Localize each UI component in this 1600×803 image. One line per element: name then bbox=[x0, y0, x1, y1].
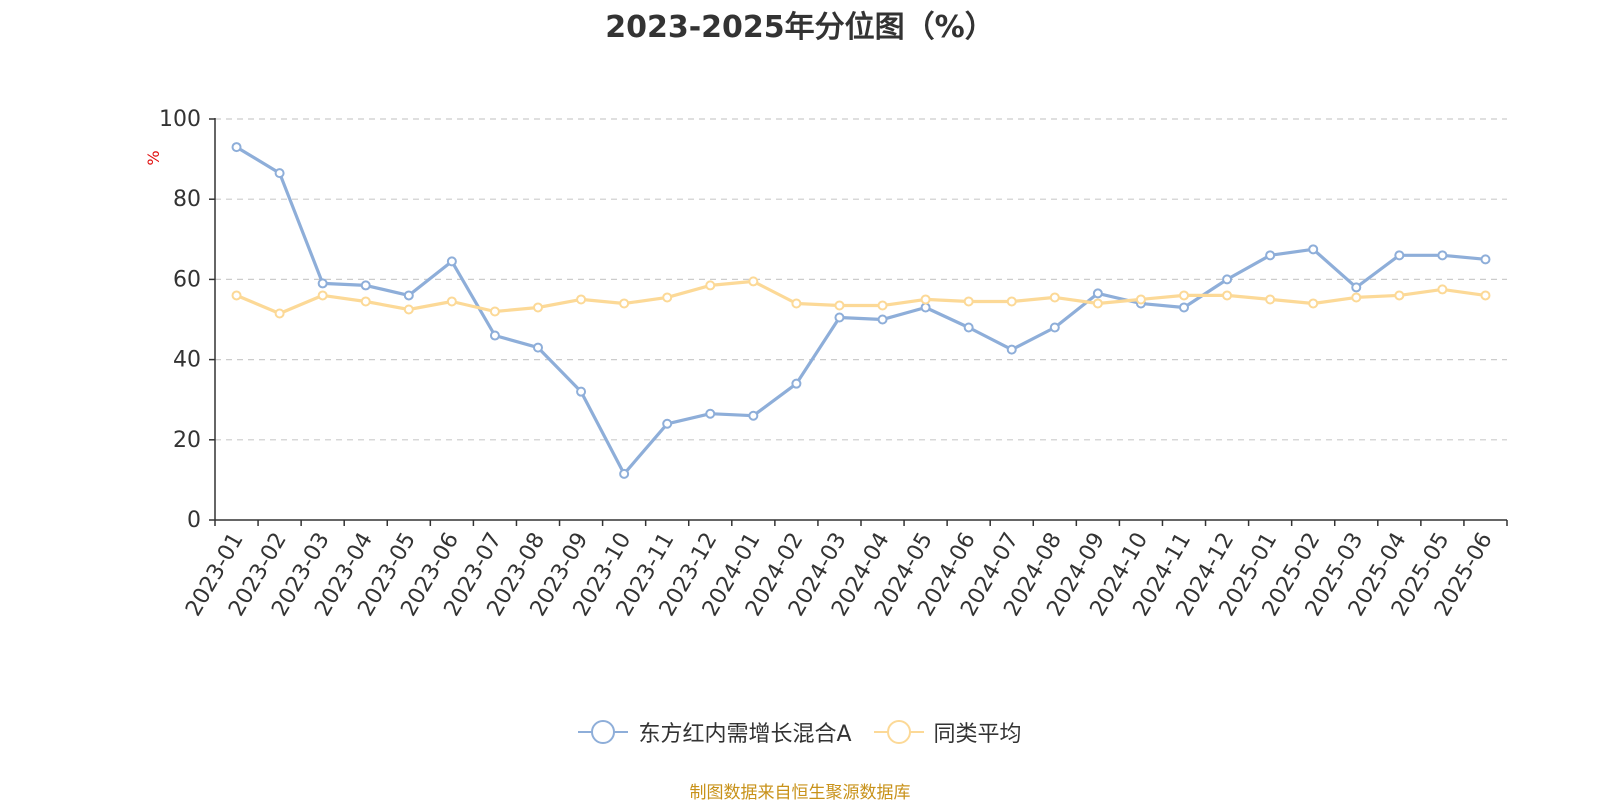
data-point bbox=[920, 294, 931, 305]
data-point bbox=[1222, 274, 1233, 285]
data-point bbox=[231, 290, 242, 301]
data-point bbox=[1265, 250, 1276, 261]
data-point bbox=[1006, 344, 1017, 355]
data-point bbox=[1437, 284, 1448, 295]
data-point bbox=[231, 142, 242, 153]
data-point bbox=[1092, 288, 1103, 299]
series bbox=[231, 142, 1491, 479]
data-point bbox=[1308, 244, 1319, 255]
data-point bbox=[360, 296, 371, 307]
y-tick-label: 60 bbox=[173, 267, 201, 292]
data-point bbox=[1308, 298, 1319, 309]
data-point bbox=[1265, 294, 1276, 305]
series-line bbox=[235, 279, 1486, 316]
data-point bbox=[403, 290, 414, 301]
legend-item[interactable]: 东方红内需增长混合A bbox=[578, 716, 852, 748]
data-point bbox=[791, 378, 802, 389]
chart-title: 2023-2025年分位图（%） bbox=[605, 10, 995, 45]
legend-marker bbox=[578, 719, 629, 745]
legend-label: 东方红内需增长混合A bbox=[638, 722, 852, 747]
legend-label: 同类平均 bbox=[933, 722, 1022, 747]
y-tick-label: 100 bbox=[159, 107, 201, 132]
data-point bbox=[1092, 298, 1103, 309]
data-point bbox=[662, 418, 673, 429]
data-point bbox=[705, 408, 716, 419]
series-line bbox=[235, 145, 1486, 476]
legend: 东方红内需增长混合A 同类平均 bbox=[0, 716, 1600, 748]
y-tick-label: 0 bbox=[187, 508, 201, 533]
data-point bbox=[1351, 292, 1362, 303]
data-point bbox=[533, 302, 543, 313]
data-point bbox=[1437, 250, 1448, 261]
data-point bbox=[1006, 296, 1017, 307]
series-0 bbox=[231, 142, 1491, 479]
data-point bbox=[1049, 322, 1060, 333]
data-point bbox=[1480, 290, 1491, 301]
data-point bbox=[920, 302, 931, 313]
data-point bbox=[403, 304, 414, 315]
data-point bbox=[963, 322, 974, 333]
data-point bbox=[533, 342, 543, 353]
data-point bbox=[748, 410, 759, 421]
source-note: 制图数据来自恒生聚源数据库 bbox=[689, 783, 911, 803]
data-point bbox=[274, 168, 285, 179]
series-1 bbox=[231, 276, 1491, 319]
data-point bbox=[489, 330, 500, 341]
data-point bbox=[662, 292, 673, 303]
data-point bbox=[576, 386, 587, 397]
data-point bbox=[446, 296, 457, 307]
tick-labels: 020406080100%2023-012023-022023-032023-0… bbox=[144, 107, 1498, 621]
grid-lines bbox=[215, 118, 1507, 441]
legend-item[interactable]: 同类平均 bbox=[873, 716, 1022, 748]
axes bbox=[209, 118, 1508, 526]
data-point bbox=[1179, 290, 1189, 301]
data-point bbox=[877, 314, 888, 325]
data-point bbox=[791, 298, 802, 309]
data-point bbox=[1394, 250, 1405, 261]
y-tick-label: 20 bbox=[173, 428, 201, 453]
data-point bbox=[834, 312, 845, 323]
data-point bbox=[877, 300, 888, 311]
data-point bbox=[963, 296, 974, 307]
data-point bbox=[1049, 292, 1060, 303]
data-point bbox=[1480, 254, 1491, 265]
data-point bbox=[446, 256, 457, 267]
data-point bbox=[1351, 282, 1362, 293]
y-tick-label: 40 bbox=[173, 348, 201, 373]
data-point bbox=[834, 300, 845, 311]
data-point bbox=[317, 278, 328, 289]
data-point bbox=[1394, 290, 1405, 301]
data-point bbox=[619, 468, 630, 479]
data-point bbox=[1179, 302, 1189, 313]
data-point bbox=[1135, 294, 1146, 305]
data-point bbox=[619, 298, 630, 309]
data-point bbox=[1222, 290, 1233, 301]
y-tick-label: 80 bbox=[173, 187, 201, 212]
data-point bbox=[489, 306, 500, 317]
legend-marker bbox=[873, 719, 924, 745]
data-point bbox=[274, 308, 285, 319]
data-point bbox=[705, 280, 716, 291]
data-point bbox=[748, 276, 759, 287]
y-axis-label: % bbox=[144, 150, 163, 165]
data-point bbox=[360, 280, 371, 291]
data-point bbox=[317, 290, 328, 301]
data-point bbox=[576, 294, 587, 305]
